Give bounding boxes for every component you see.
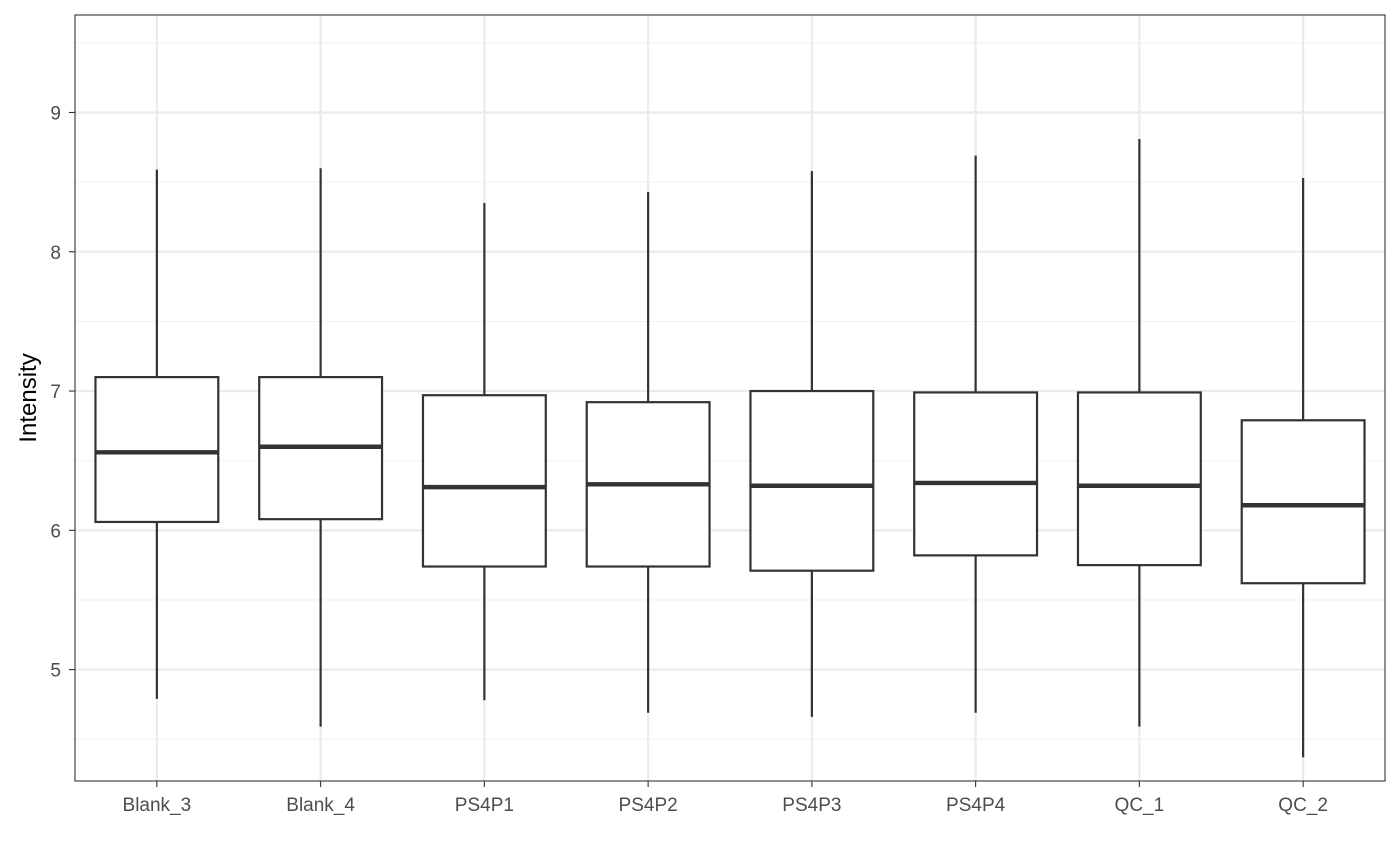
x-tick-label: Blank_4	[286, 795, 355, 816]
y-tick-label: 6	[50, 521, 61, 542]
x-tick-label: PS4P3	[782, 795, 841, 816]
y-tick-label: 5	[50, 661, 61, 682]
y-axis: 5 6 7 8 9	[50, 103, 75, 682]
x-tick-label: QC_2	[1278, 795, 1328, 816]
x-tick-label: PS4P1	[455, 795, 514, 816]
y-tick-label: 8	[50, 243, 61, 264]
x-tick-label: Blank_3	[123, 795, 192, 816]
box-layer	[94, 138, 1366, 758]
box-PS4P1	[421, 203, 547, 701]
box-QC_1	[1076, 138, 1202, 727]
x-tick-label: PS4P4	[946, 795, 1006, 816]
box-PS4P3	[749, 170, 875, 717]
box-QC_2	[1240, 177, 1366, 758]
y-tick-label: 9	[50, 103, 61, 124]
y-tick-label: 7	[50, 382, 61, 403]
box-PS4P2	[585, 191, 711, 713]
box-PS4P4	[913, 155, 1039, 713]
x-tick-label: PS4P2	[619, 795, 678, 816]
iqr-box	[94, 376, 220, 524]
box-Blank_3	[94, 169, 220, 699]
x-tick-label: QC_1	[1115, 795, 1165, 816]
iqr-box	[749, 389, 875, 572]
iqr-box	[1240, 419, 1366, 585]
x-axis: Blank_3 Blank_4 PS4P1 PS4P2 PS4P3 PS4P4 QC_1 QC…	[123, 781, 1328, 816]
iqr-box	[421, 394, 547, 568]
iqr-box	[1076, 391, 1202, 567]
box-Blank_4	[258, 168, 384, 727]
panel-border	[74, 14, 1386, 782]
iqr-box	[913, 391, 1039, 557]
y-axis-title: Intensity	[15, 353, 42, 442]
